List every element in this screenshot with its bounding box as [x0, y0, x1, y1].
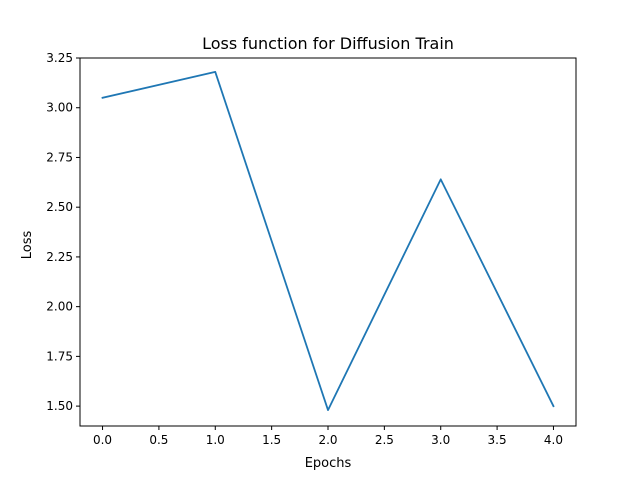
x-tick-label: 1.5	[262, 433, 281, 447]
y-tick-label: 2.00	[46, 300, 73, 314]
x-tick-label: 2.5	[375, 433, 394, 447]
y-tick-label: 1.50	[46, 399, 73, 413]
x-axis-ticks: 0.0 0.5 1.0 1.5 2.0 2.5 3.0 3.5 4.0	[93, 426, 563, 447]
y-tick-label: 2.25	[46, 250, 73, 264]
plot-area	[101, 71, 555, 411]
y-tick-label: 3.00	[46, 101, 73, 115]
y-tick-label: 1.75	[46, 349, 73, 363]
y-axis-label: Loss	[20, 231, 35, 260]
x-tick-label: 2.0	[318, 433, 337, 447]
y-tick-label: 3.25	[46, 51, 73, 65]
x-tick-label: 3.5	[488, 433, 507, 447]
x-tick-label: 3.0	[431, 433, 450, 447]
chart-title: Loss function for Diffusion Train	[202, 34, 454, 53]
x-tick-label: 0.0	[93, 433, 112, 447]
y-tick-label: 2.50	[46, 200, 73, 214]
x-tick-label: 4.0	[544, 433, 563, 447]
x-tick-label: 1.0	[206, 433, 225, 447]
x-axis-label: Epochs	[305, 456, 352, 471]
y-tick-label: 2.75	[46, 150, 73, 164]
y-axis-ticks: 1.50 1.75 2.00 2.25 2.50 2.75 3.00 3.25	[46, 51, 80, 413]
series-line	[101, 71, 555, 411]
x-tick-label: 0.5	[149, 433, 168, 447]
